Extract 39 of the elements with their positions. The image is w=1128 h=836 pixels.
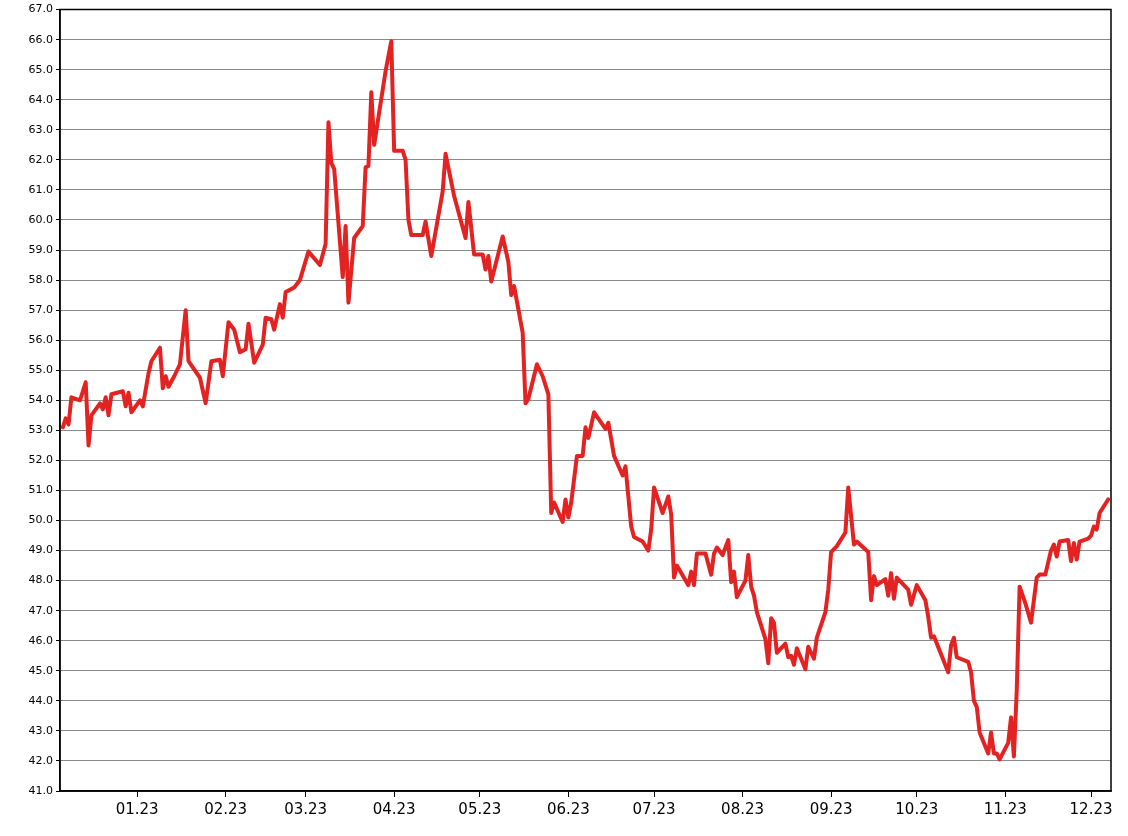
y-tick-label: 63.0 [28,122,53,136]
x-tick-label: 04.23 [372,799,416,818]
y-tick-label: 61.0 [28,182,53,196]
y-tick-label: 51.0 [28,483,53,497]
x-tick-label: 11.23 [983,799,1027,818]
y-tick-label: 66.0 [28,32,53,46]
x-tick-label: 09.23 [809,799,853,818]
y-tick-label: 47.0 [28,603,53,617]
x-tick-label: 05.23 [458,799,502,818]
y-tick-label: 42.0 [28,753,53,767]
y-tick-label: 52.0 [28,453,53,467]
x-tick-label: 08.23 [721,799,765,818]
y-tick-label: 64.0 [28,92,53,106]
y-tick-label: 41.0 [28,783,53,797]
x-tick-label: 10.23 [895,799,939,818]
y-tick-label: 49.0 [28,543,53,557]
y-tick-label: 44.0 [28,693,53,707]
y-tick-label: 67.0 [28,2,53,16]
y-tick-label: 50.0 [28,513,53,527]
y-tick-label: 58.0 [28,272,53,286]
y-tick-label: 48.0 [28,573,53,587]
x-tick-label: 01.23 [115,799,159,818]
y-tick-label: 54.0 [28,393,53,407]
x-tick-label: 12.23 [1069,799,1113,818]
y-tick-label: 65.0 [28,62,53,76]
x-tick-label: 03.23 [284,799,328,818]
y-tick-label: 59.0 [28,242,53,256]
y-tick-label: 46.0 [28,633,53,647]
x-tick-label: 06.23 [546,799,590,818]
x-tick-label: 07.23 [632,799,676,818]
y-tick-label: 56.0 [28,333,53,347]
y-tick-label: 57.0 [28,303,53,316]
x-tick-label: 02.23 [204,799,248,818]
y-tick-label: 55.0 [28,363,53,377]
y-tick-label: 43.0 [28,723,53,737]
y-tick-label: 45.0 [28,663,53,677]
y-tick-label: 62.0 [28,152,53,166]
y-tick-label: 53.0 [28,423,53,437]
y-tick-label: 60.0 [28,212,53,226]
